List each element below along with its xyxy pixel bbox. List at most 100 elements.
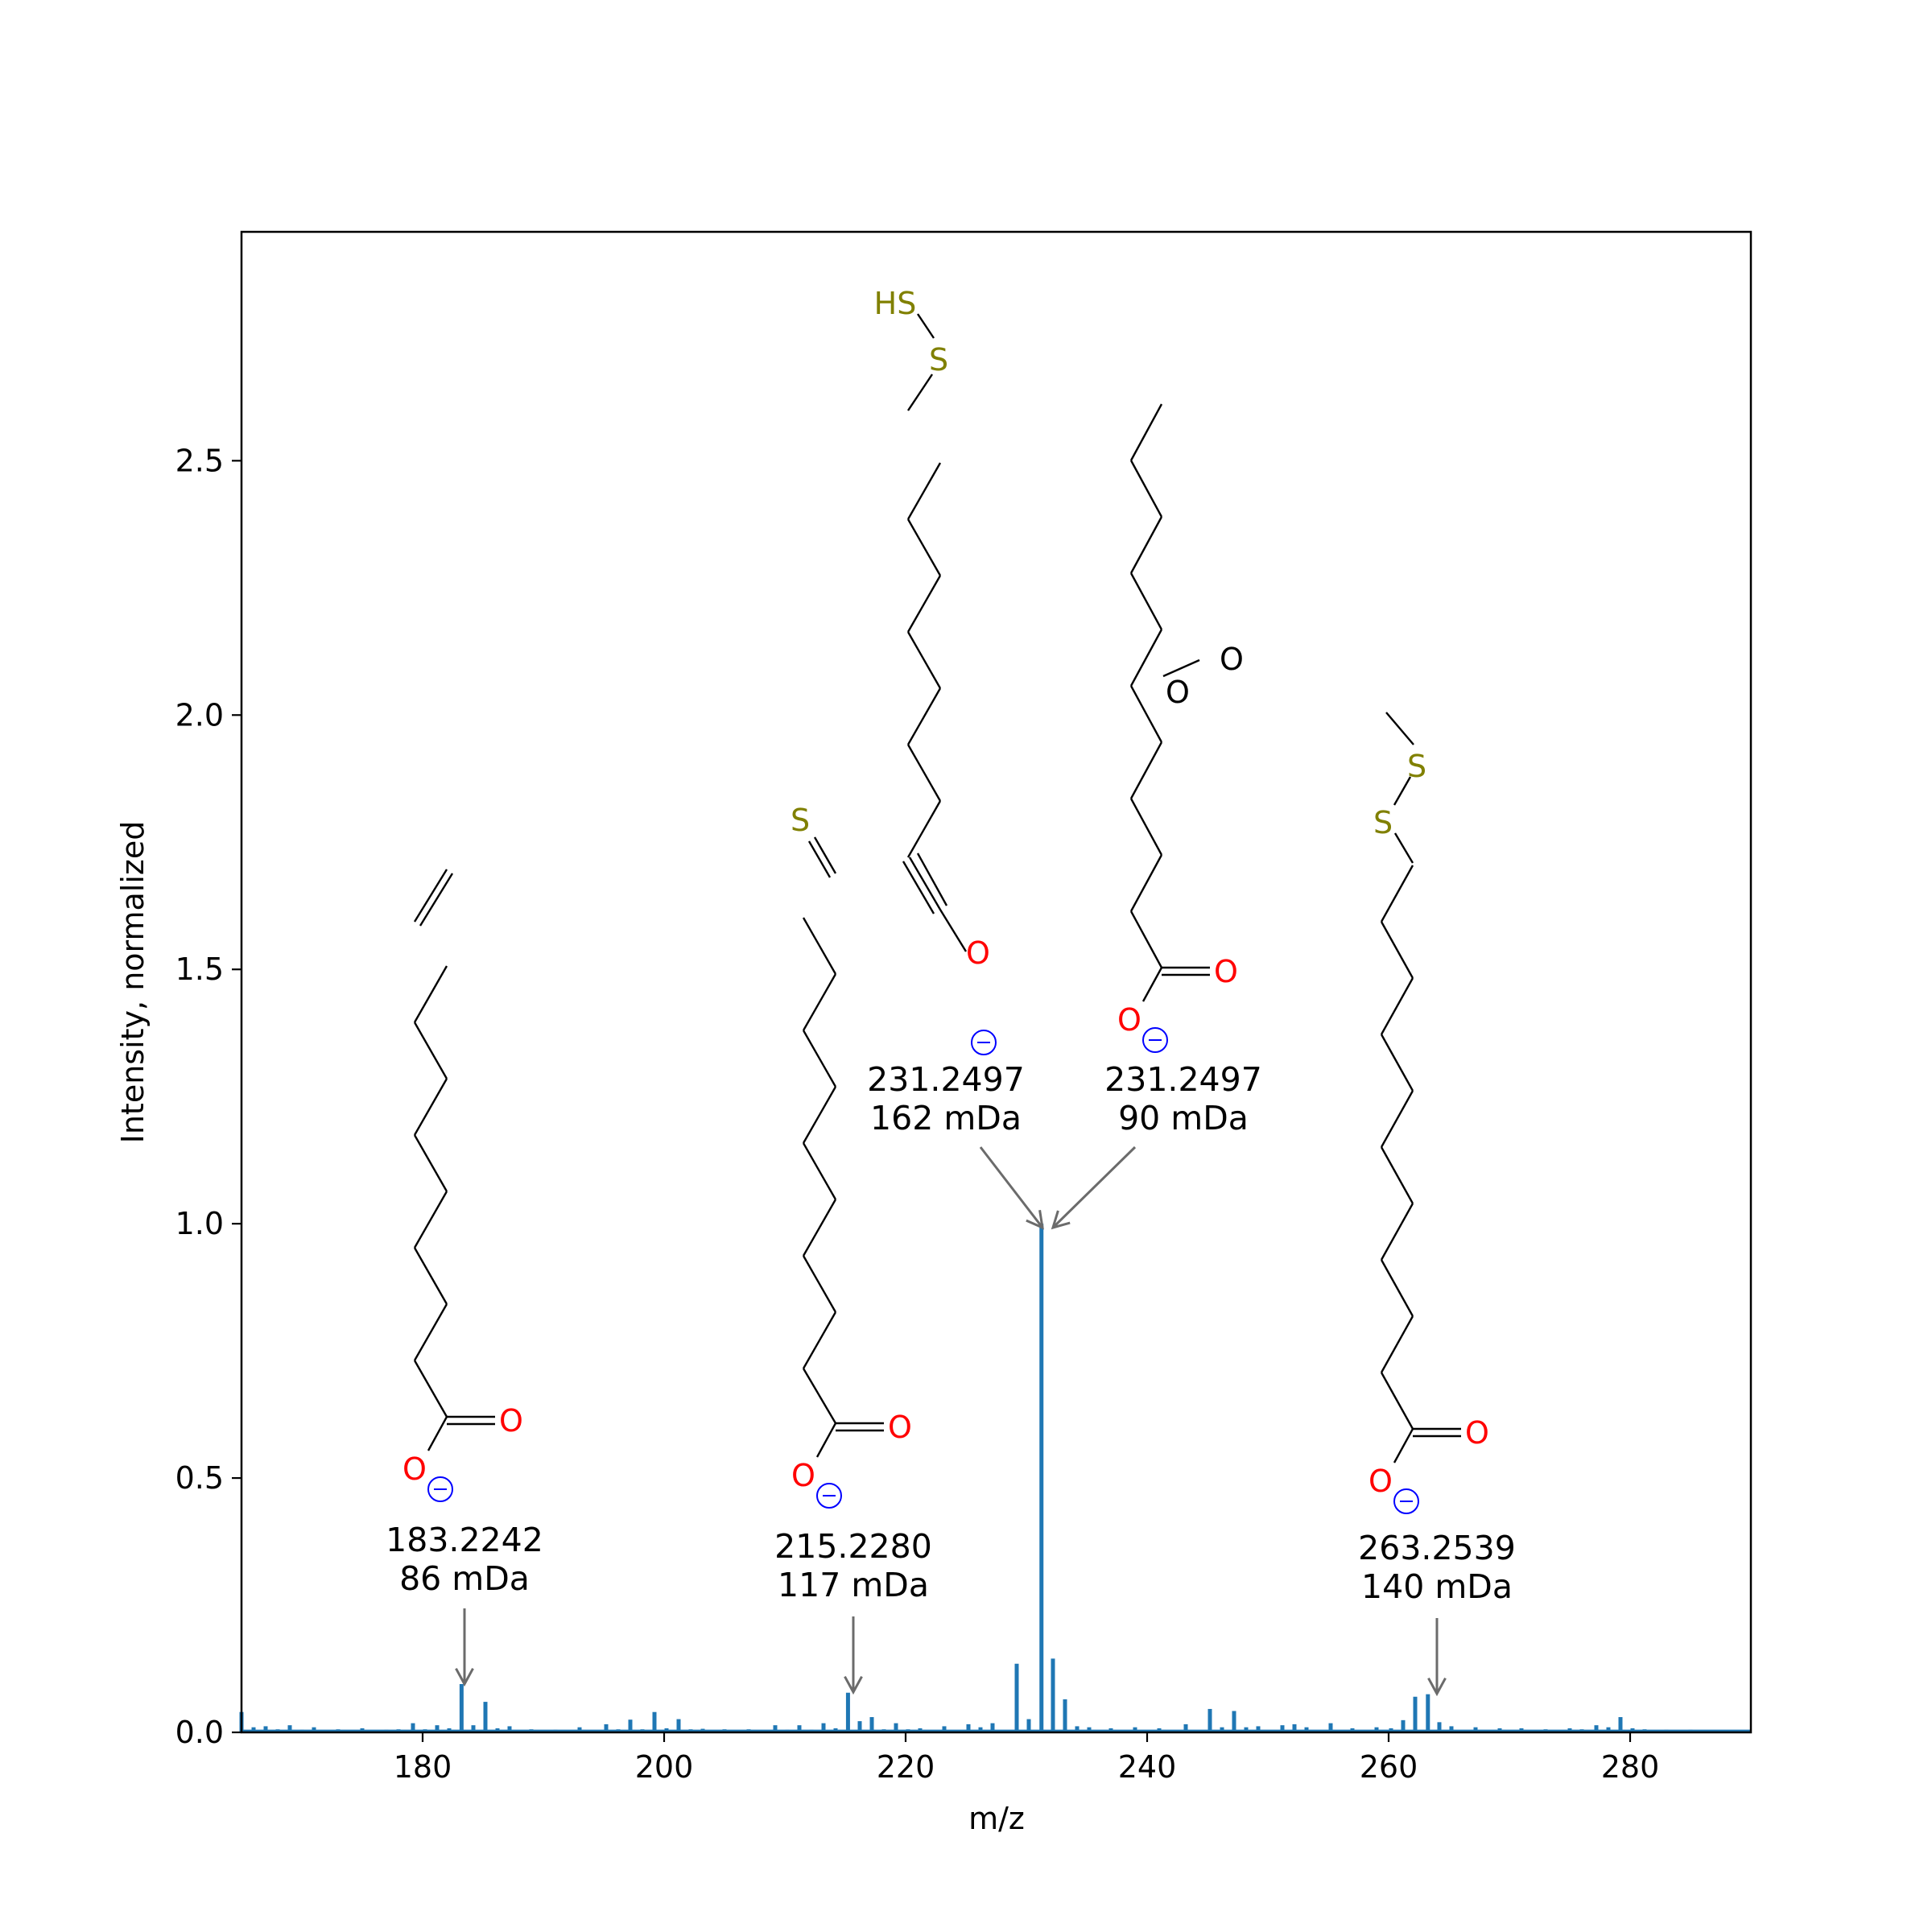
- annotation-mz: 263.2539: [1358, 1529, 1516, 1567]
- chemical-bond: [1393, 776, 1412, 806]
- chemical-bond: [802, 1368, 837, 1424]
- chemical-bond: [802, 1030, 837, 1088]
- y-tick-label: 2.5: [175, 443, 224, 478]
- x-tick-label: 180: [394, 1749, 452, 1785]
- chemical-bond: [916, 852, 948, 906]
- atom-label: O: [1368, 1463, 1393, 1499]
- atom-label: O: [1117, 1002, 1141, 1038]
- chemical-bond: [813, 836, 837, 874]
- y-tick-label: 1.0: [175, 1206, 224, 1241]
- atom-label: S: [929, 342, 948, 378]
- annotation-arrowhead: [455, 1667, 474, 1687]
- chemical-bond: [1141, 967, 1163, 1002]
- chemical-bond: [907, 374, 933, 411]
- chemical-bond: [815, 1422, 837, 1458]
- atom-label: S: [1373, 805, 1393, 840]
- y-tick-label: 1.5: [175, 952, 224, 987]
- chemical-bond: [906, 687, 942, 745]
- chemical-bond: [1129, 798, 1163, 856]
- annotation-mz: 231.2497: [867, 1060, 1025, 1099]
- annotation-error: 162 mDa: [870, 1099, 1022, 1137]
- annotation-arrowhead: [844, 1675, 863, 1695]
- chemical-bond: [1380, 1315, 1414, 1373]
- annotation-error: 140 mDa: [1361, 1567, 1513, 1606]
- chemical-bond: [1380, 1146, 1414, 1204]
- chemical-bond: [1380, 1090, 1414, 1148]
- annotation-error: 86 mDa: [399, 1559, 530, 1598]
- annotation-mz: 183.2242: [386, 1521, 543, 1559]
- chemical-bond: [413, 1247, 448, 1305]
- annotation-error: 90 mDa: [1118, 1099, 1249, 1137]
- chemical-bond: [1393, 1428, 1414, 1463]
- negative-charge-icon: [1393, 1488, 1419, 1514]
- chemical-bond: [802, 1311, 837, 1369]
- chemical-bond: [413, 1191, 448, 1249]
- chemical-bond: [1380, 1034, 1414, 1092]
- chemical-bond: [1129, 460, 1163, 518]
- atom-label: O: [888, 1410, 912, 1445]
- x-tick-label: 280: [1601, 1749, 1660, 1785]
- spectrum-peaks: [239, 1224, 1751, 1732]
- x-tick-label: 200: [635, 1749, 694, 1785]
- chemical-bond: [802, 1086, 837, 1144]
- y-tick-label: 0.0: [175, 1715, 224, 1750]
- chemical-bond: [906, 518, 942, 576]
- chemical-bond: [906, 631, 942, 689]
- chemical-bond: [413, 1022, 448, 1080]
- chemical-bond: [908, 857, 942, 910]
- chemical-bond: [939, 909, 968, 952]
- negative-charge-icon: [816, 1483, 842, 1509]
- chemical-bond: [802, 1142, 837, 1200]
- chemical-bond: [419, 873, 454, 927]
- chemical-bond: [1129, 741, 1163, 799]
- atom-label: O: [1166, 675, 1190, 710]
- chemical-bond: [906, 744, 942, 802]
- atom-label: S: [791, 803, 810, 838]
- chemical-bond: [413, 965, 448, 1023]
- chemical-bond: [413, 1360, 448, 1418]
- chemical-bond: [906, 575, 942, 633]
- chemical-bond: [1129, 403, 1163, 461]
- y-tick-label: 2.0: [175, 697, 224, 733]
- chemical-bond: [1129, 629, 1163, 687]
- atom-label: HS: [874, 286, 917, 321]
- chemical-bond: [1380, 1203, 1414, 1261]
- annotation-error: 117 mDa: [778, 1566, 929, 1604]
- chemical-bond: [1129, 685, 1163, 743]
- atom-label: O: [402, 1451, 427, 1487]
- chemical-bond: [413, 869, 448, 923]
- atom-label: O: [1214, 954, 1238, 989]
- plot-frame: [240, 230, 1752, 1734]
- chemical-bond: [413, 1134, 448, 1192]
- atom-label: O: [966, 935, 990, 971]
- chemical-bond: [1380, 1372, 1414, 1430]
- atom-label: O: [1220, 642, 1244, 677]
- chemical-bond: [1380, 865, 1414, 923]
- y-tick-label: 0.5: [175, 1460, 224, 1496]
- chemical-bond: [802, 917, 837, 975]
- annotation-arrow: [979, 1146, 1044, 1228]
- chemical-bond: [413, 1078, 448, 1136]
- atom-label: O: [1465, 1415, 1489, 1451]
- y-axis-ticks: 0.0 0.5 1.0 1.5 2.0 2.5: [175, 443, 242, 1750]
- x-axis-ticks: 180 200 220 240 260 280: [394, 1732, 1660, 1785]
- chemical-bond: [1380, 921, 1414, 979]
- chemical-bond: [906, 462, 942, 520]
- annotation-mz: 215.2280: [774, 1527, 932, 1566]
- annotation-arrowhead: [1427, 1677, 1447, 1697]
- chemical-bond: [802, 1199, 837, 1257]
- chemical-bond: [1393, 832, 1414, 864]
- chemical-bond: [902, 861, 935, 914]
- chemical-bond: [1129, 572, 1163, 630]
- y-axis-label: Intensity, normalized: [115, 821, 151, 1144]
- chemical-bond: [802, 1255, 837, 1313]
- chemical-bond: [802, 973, 837, 1031]
- x-tick-label: 260: [1360, 1749, 1418, 1785]
- chemical-bond: [1162, 658, 1200, 678]
- x-tick-label: 240: [1118, 1749, 1177, 1785]
- chemical-bond: [1380, 1259, 1414, 1317]
- atom-label: S: [1407, 749, 1426, 784]
- annotation-arrowhead: [1051, 1210, 1071, 1230]
